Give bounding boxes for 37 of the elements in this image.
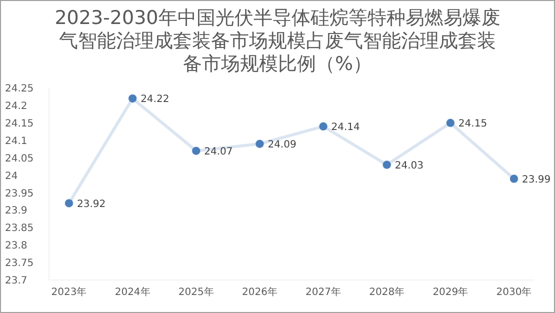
y-tick-label: 24.05 <box>5 153 34 164</box>
point <box>255 139 264 148</box>
point <box>382 160 392 170</box>
y-tick-label: 23.95 <box>5 188 34 200</box>
x-tick-label: 2024年 <box>114 286 150 298</box>
x-tick-label: 2030年 <box>496 286 532 298</box>
y-tick-label: 23.85 <box>5 223 34 234</box>
y-tick-label: 24.2 <box>5 101 28 112</box>
y-tick-label: 23.75 <box>5 258 34 270</box>
x-tick-label: 2026年 <box>242 286 278 298</box>
data-label: 24.15 <box>458 118 488 130</box>
data-label: 24.07 <box>204 146 233 158</box>
data-label: 24.09 <box>268 139 296 150</box>
data-label: 24.14 <box>331 122 360 133</box>
data-label: 23.92 <box>77 198 106 210</box>
y-tick-label: 24 <box>5 170 18 182</box>
point <box>318 122 328 131</box>
data-label: 24.22 <box>140 94 170 106</box>
point <box>128 94 138 103</box>
y-tick-label: 24.25 <box>5 84 34 95</box>
point <box>192 146 201 156</box>
x-tick-label: 2025年 <box>178 286 214 298</box>
x-tick-label: 2023年 <box>51 286 87 298</box>
y-tick-label: 24.1 <box>5 136 28 147</box>
y-tick-label: 23.9 <box>5 206 28 217</box>
x-tick-label: 2029年 <box>432 286 468 298</box>
point <box>64 198 74 208</box>
data-label: 23.99 <box>522 174 551 186</box>
y-tick-label: 23.7 <box>5 276 28 287</box>
point <box>510 174 518 184</box>
x-tick-label: 2028年 <box>369 286 405 298</box>
x-tick-label: 2027年 <box>306 286 342 298</box>
y-tick-label: 23.8 <box>5 240 28 252</box>
chart-title: 2023-2030年中国光伏半导体硅烷等特种易燃易爆废气智能治理成套装备市场规模占废气智能治理成套装备市场规模比例（%） <box>54 7 502 76</box>
point <box>446 118 455 128</box>
y-tick-label: 24.15 <box>5 118 34 130</box>
data-label: 24.03 <box>394 160 424 172</box>
